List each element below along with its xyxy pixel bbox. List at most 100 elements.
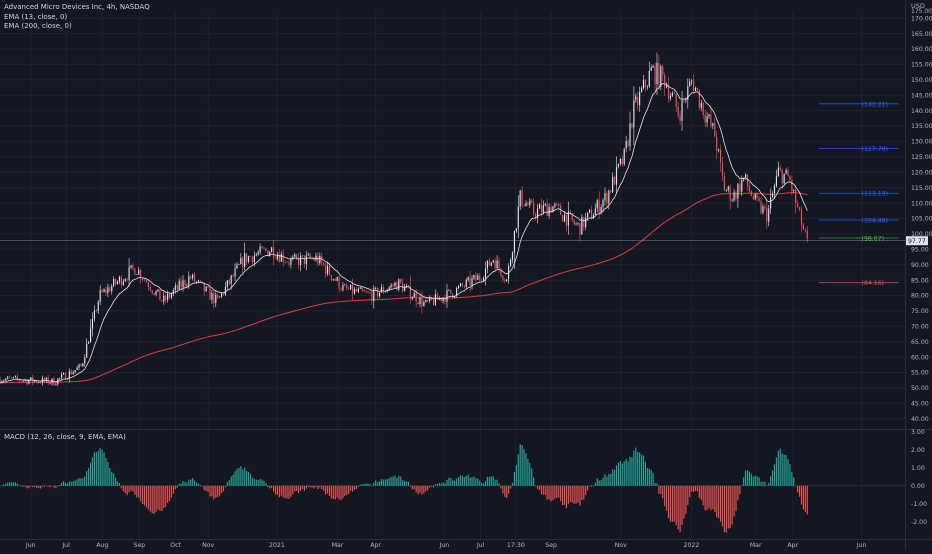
macd-bar [14, 482, 16, 486]
macd-bar [766, 485, 768, 487]
macd-bar [292, 485, 294, 495]
price-tick-label: 50.00 [911, 385, 929, 392]
candle-body [592, 215, 594, 219]
candle-body [170, 293, 173, 298]
macd-bar [134, 485, 136, 495]
macd-bar [600, 480, 602, 486]
candle-body [226, 280, 228, 287]
candle-body [698, 90, 700, 108]
macd-bar [492, 476, 494, 486]
macd-bar [36, 485, 38, 488]
indicator-ema-13[interactable]: EMA (13, close, 0) [4, 12, 68, 21]
time-axis[interactable]: Jun Jul Aug Sep Oct Nov 2021 Mar Apr Jun Jul 17:30 S… [25, 542, 867, 549]
macd-bar [590, 485, 593, 487]
macd-bar [18, 485, 20, 486]
macd-bar [511, 482, 514, 486]
macd-bar [66, 483, 69, 486]
candle-body [371, 293, 373, 302]
candle-body [479, 275, 481, 280]
price-axis[interactable]: 170.00 165.00 160.00 155.00 150.00 145.00 140.… [911, 15, 932, 423]
candle-body [554, 203, 556, 207]
macd-bar [770, 476, 772, 486]
candle-body [746, 174, 749, 187]
macd-bar [367, 483, 369, 486]
macd-bar [278, 485, 280, 498]
candle-body [421, 297, 423, 307]
macd-bar [498, 483, 500, 486]
candle-body [779, 167, 781, 170]
macd-bar [691, 485, 693, 492]
candle-body [3, 380, 5, 382]
macd-bar [34, 485, 36, 488]
candle-body [606, 192, 608, 204]
macd-bar [648, 468, 650, 486]
indicator-macd[interactable]: MACD (12, 26, close, 9, EMA, EMA) [4, 433, 126, 441]
candle-body [718, 149, 720, 151]
macd-bar [800, 485, 803, 505]
candle-body [284, 261, 286, 263]
macd-bar [446, 479, 448, 486]
chart-legend: Advanced Micro Devices Inc, 4h, NASDAQ E… [4, 3, 150, 32]
candle-body [1, 381, 3, 383]
candle-body [752, 196, 754, 200]
candle-body [583, 217, 585, 228]
macd-bar [224, 485, 226, 488]
candle-body [163, 295, 165, 302]
macd-bar [286, 485, 288, 499]
candle-body [9, 376, 11, 378]
macd-bar [677, 485, 679, 530]
candle-body [124, 279, 126, 282]
ema-13-line [0, 83, 808, 384]
macd-bar [124, 485, 126, 494]
symbol-title[interactable]: Advanced Micro Devices Inc, 4h, NASDAQ [4, 3, 150, 11]
macd-bar [113, 473, 115, 486]
macd-bar [656, 483, 658, 486]
macd-bar [783, 454, 785, 486]
indicator-ema-200[interactable]: EMA (200, close, 0) [4, 22, 72, 30]
macd-bar [205, 485, 207, 492]
candle-body [504, 279, 506, 282]
candle-body [396, 282, 398, 290]
macd-axis[interactable]: 3.00 2.00 1.00 0.00 -1.00 -2.00 [911, 429, 927, 526]
candle-body [292, 256, 294, 259]
macd-bar [188, 479, 190, 486]
macd-bar [432, 485, 435, 488]
candle-body [215, 294, 217, 304]
macd-bar [700, 485, 702, 500]
macd-bar [138, 485, 140, 498]
candle-body [558, 203, 560, 206]
macd-bar [556, 485, 558, 498]
macd-bar [459, 475, 462, 486]
price-tick-label: 75.00 [911, 308, 929, 315]
price-tick-label: 85.00 [911, 277, 929, 284]
price-tick-label: 110.00 [911, 200, 932, 207]
candle-body [113, 278, 115, 287]
candle-body [691, 80, 693, 82]
macd-bar [560, 485, 562, 502]
macd-bar [654, 483, 656, 486]
macd-bar [247, 471, 250, 486]
price-tick-label: 55.00 [911, 370, 929, 377]
macd-bar [338, 485, 340, 500]
candle-body [64, 373, 67, 380]
macd-bar [161, 485, 163, 511]
candle-body [255, 254, 257, 256]
macd-bar [457, 477, 460, 486]
candle-body [733, 192, 735, 201]
macd-bar [276, 485, 279, 495]
candle-body [542, 205, 544, 213]
price-tick-label: 80.00 [911, 293, 929, 300]
candle-body [59, 377, 61, 379]
candle-body [323, 262, 325, 266]
candle-body [63, 373, 65, 375]
candle-body [664, 74, 666, 88]
candle-body [246, 253, 248, 263]
candle-body [544, 203, 546, 206]
candle-body [762, 206, 764, 213]
macd-bar [531, 468, 533, 486]
candle-body [452, 293, 454, 298]
candle-body [587, 212, 589, 218]
candle-body [105, 289, 107, 293]
